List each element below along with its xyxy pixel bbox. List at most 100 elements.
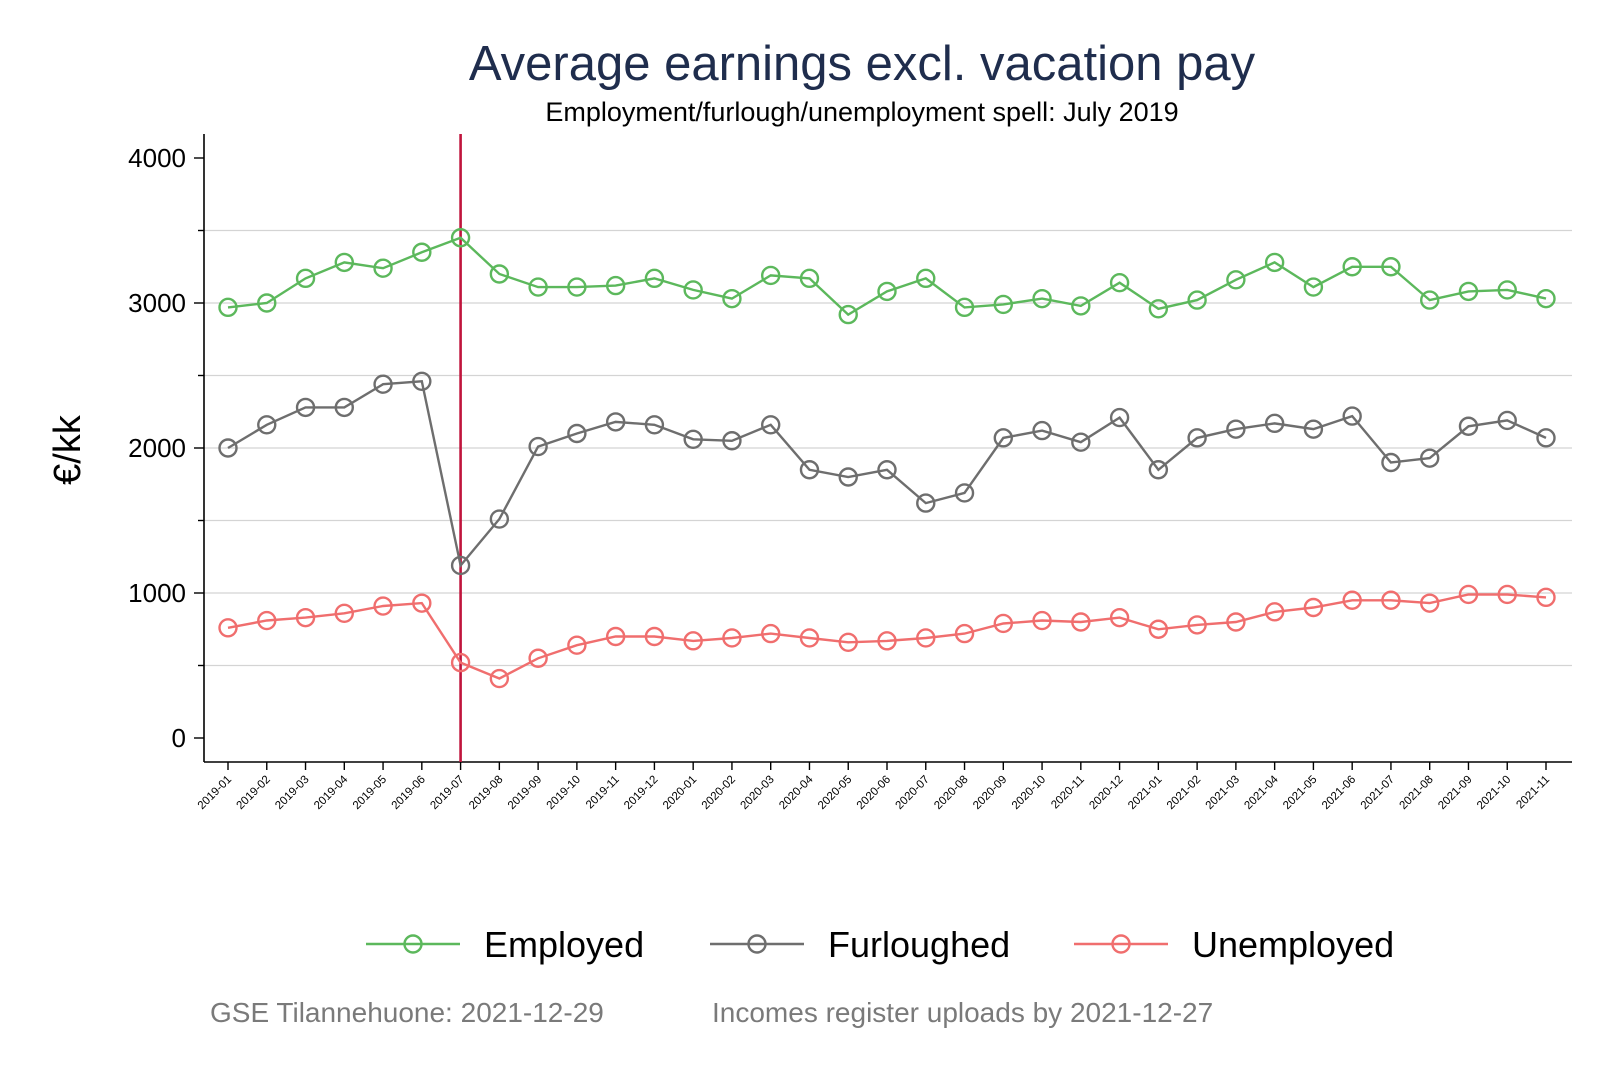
legend-label-furloughed: Furloughed — [828, 924, 1010, 965]
x-tick-label: 2021-04 — [1242, 773, 1281, 812]
data-point-employed — [644, 268, 665, 289]
data-point-furloughed — [334, 397, 354, 418]
data-point-employed — [1458, 281, 1479, 302]
data-point-unemployed — [1381, 590, 1401, 610]
data-point-furloughed — [1071, 432, 1091, 452]
data-point-employed — [334, 252, 354, 273]
data-point-employed — [1264, 252, 1285, 273]
data-point-employed — [295, 268, 316, 289]
data-point-unemployed — [877, 631, 897, 651]
data-point-unemployed — [1109, 607, 1130, 628]
data-point-furloughed — [838, 467, 858, 487]
x-tick-label: 2020-04 — [777, 773, 816, 812]
data-point-furloughed — [1497, 410, 1517, 431]
data-point-unemployed — [295, 607, 316, 628]
data-point-unemployed — [644, 626, 665, 647]
data-point-unemployed — [218, 618, 238, 638]
data-point-unemployed — [1264, 602, 1285, 622]
series-line-unemployed — [227, 593, 1547, 680]
series-line-furloughed — [227, 380, 1547, 569]
chart-title: Average earnings excl. vacation pay — [469, 37, 1256, 91]
data-point-furloughed — [1148, 460, 1169, 480]
chart-subtitle: Employment/furlough/unemployment spell: … — [545, 97, 1178, 127]
data-point-furloughed — [373, 374, 393, 394]
data-point-employed — [761, 265, 781, 286]
series-employed — [218, 228, 1556, 325]
footnote-source: GSE Tilannehuone: 2021-12-29 — [210, 997, 604, 1028]
data-point-furloughed — [1420, 448, 1440, 468]
data-point-furloughed — [567, 423, 587, 444]
data-point-unemployed — [1032, 610, 1052, 631]
data-point-furloughed — [412, 371, 432, 391]
data-point-employed — [373, 258, 393, 278]
data-point-unemployed — [993, 613, 1013, 634]
series — [218, 228, 1556, 689]
x-tick-label: 2019-02 — [235, 774, 273, 812]
data-point-furloughed — [605, 412, 626, 432]
data-point-employed — [1342, 257, 1362, 277]
data-point-employed — [1381, 257, 1401, 277]
y-tick-label: 2000 — [128, 433, 186, 463]
data-point-unemployed — [1342, 590, 1362, 610]
x-tick-label: 2019-03 — [273, 774, 311, 812]
data-point-employed — [683, 280, 703, 300]
y-tick-label: 1000 — [128, 578, 186, 608]
data-point-unemployed — [450, 652, 471, 673]
data-point-furloughed — [528, 436, 548, 457]
x-tick-label: 2021-11 — [1514, 774, 1552, 812]
data-point-employed — [528, 277, 548, 297]
data-point-furloughed — [1109, 407, 1130, 428]
data-point-employed — [1032, 288, 1052, 309]
x-tick-label: 2021-09 — [1436, 774, 1474, 812]
x-tick-label: 2020-03 — [738, 774, 776, 812]
data-point-furloughed — [450, 555, 471, 576]
x-tick-label: 2019-12 — [622, 774, 660, 812]
x-tick-label: 2020-05 — [816, 774, 854, 812]
data-point-furloughed — [1458, 416, 1479, 436]
data-point-furloughed — [1536, 428, 1556, 448]
y-tick-label: 0 — [172, 723, 186, 753]
data-point-employed — [799, 268, 820, 289]
gridlines — [204, 229, 1572, 667]
data-point-furloughed — [1381, 452, 1401, 473]
data-point-employed — [450, 228, 471, 248]
data-point-furloughed — [295, 397, 316, 418]
data-point-unemployed — [916, 628, 936, 648]
y-tick-label: 3000 — [128, 288, 186, 318]
data-point-employed — [1109, 273, 1130, 293]
data-point-furloughed — [877, 460, 897, 480]
series-furloughed — [218, 371, 1556, 576]
data-point-unemployed — [799, 628, 820, 648]
data-point-furloughed — [1303, 419, 1324, 439]
x-tick-label: 2020-11 — [1049, 774, 1087, 812]
legend: Employed Furloughed Unemployed — [366, 924, 1394, 965]
x-tick-label: 2021-06 — [1320, 774, 1358, 812]
x-tick-label: 2019-11 — [584, 774, 622, 812]
legend-marker-employed — [403, 934, 423, 954]
legend-label-employed: Employed — [484, 924, 644, 965]
data-point-furloughed — [1032, 420, 1052, 441]
x-tick-label: 2021-01 — [1126, 774, 1164, 812]
data-point-furloughed — [683, 429, 703, 449]
data-point-employed — [1071, 296, 1091, 316]
x-tick-label: 2019-06 — [390, 774, 428, 812]
data-point-employed — [954, 297, 975, 318]
data-point-unemployed — [1458, 584, 1479, 605]
x-tick-label: 2019-08 — [467, 774, 505, 812]
data-point-unemployed — [722, 628, 742, 648]
x-tick-label: 2019-01 — [196, 774, 234, 812]
x-tick-label: 2020-10 — [1010, 774, 1048, 812]
data-point-employed — [1420, 290, 1440, 310]
data-point-furloughed — [993, 428, 1013, 448]
x-tick-label: 2021-10 — [1475, 774, 1513, 812]
y-tick-label: 4000 — [128, 143, 186, 173]
data-point-unemployed — [1303, 597, 1324, 618]
x-tick-label: 2019-04 — [312, 773, 351, 812]
data-point-employed — [1303, 277, 1324, 297]
data-point-unemployed — [954, 623, 975, 644]
data-point-furloughed — [916, 493, 936, 513]
data-point-unemployed — [683, 631, 703, 651]
data-point-unemployed — [1148, 619, 1169, 639]
data-point-unemployed — [334, 603, 354, 623]
